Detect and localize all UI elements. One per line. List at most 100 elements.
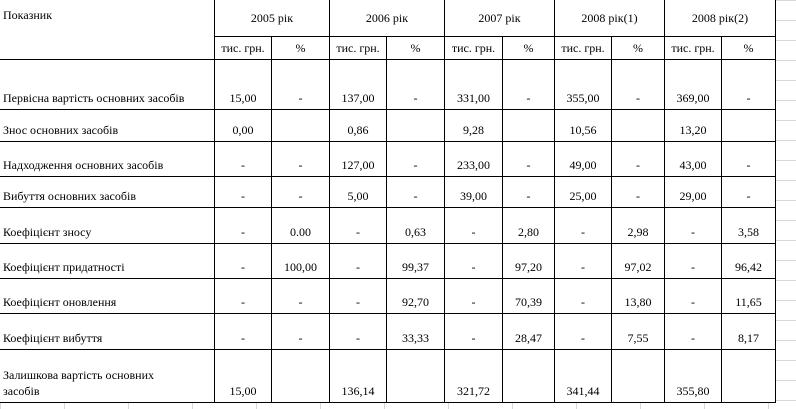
value-cell: 341,44: [555, 350, 612, 403]
value-cell: 3,58: [722, 208, 776, 244]
unit-header: %: [612, 37, 665, 60]
value-cell: -: [330, 314, 387, 350]
value-cell: 0,63: [387, 208, 445, 244]
row-label: Коефіцієнт зносу: [0, 208, 215, 244]
row-label: Коефіцієнт придатності: [0, 244, 215, 279]
value-cell: 28,47: [503, 314, 555, 350]
value-cell: -: [665, 279, 722, 314]
value-cell: 92,70: [387, 279, 445, 314]
value-cell: 99,37: [387, 244, 445, 279]
value-cell: 331,00: [445, 60, 503, 110]
header-cell: Показник: [0, 0, 215, 60]
value-cell: [387, 350, 445, 403]
value-cell: 233,00: [445, 142, 503, 177]
value-cell: -: [555, 244, 612, 279]
value-cell: [503, 350, 555, 403]
value-cell: -: [215, 279, 272, 314]
value-cell: [387, 110, 445, 142]
value-cell: -: [215, 314, 272, 350]
value-cell: -: [445, 279, 503, 314]
value-cell: -: [330, 244, 387, 279]
row-label: Залишкова вартість основних засобів: [0, 350, 215, 403]
value-cell: -: [215, 244, 272, 279]
value-cell: 137,00: [330, 60, 387, 110]
value-cell: [612, 110, 665, 142]
unit-header: тис. грн.: [445, 37, 503, 60]
value-cell: 136,14: [330, 350, 387, 403]
value-cell: 97,02: [612, 244, 665, 279]
value-cell: [612, 350, 665, 403]
table: Показник 2005 рік 2006 рік 2007 рік 2008 рік…: [0, 0, 776, 403]
value-cell: -: [445, 244, 503, 279]
value-cell: -: [272, 177, 330, 208]
value-cell: -: [272, 279, 330, 314]
value-cell: -: [445, 208, 503, 244]
value-cell: 8,17: [722, 314, 776, 350]
value-cell: 13,80: [612, 279, 665, 314]
unit-header: тис. грн.: [215, 37, 272, 60]
value-cell: 43,00: [665, 142, 722, 177]
year-header: 2006 рік: [330, 0, 445, 37]
value-cell: 11,65: [722, 279, 776, 314]
value-cell: -: [387, 177, 445, 208]
value-cell: 369,00: [665, 60, 722, 110]
value-cell: 9,28: [445, 110, 503, 142]
value-cell: 15,00: [215, 60, 272, 110]
value-cell: 355,00: [555, 60, 612, 110]
value-cell: [722, 110, 776, 142]
value-cell: -: [722, 177, 776, 208]
value-cell: 15,00: [215, 350, 272, 403]
value-cell: -: [215, 142, 272, 177]
value-cell: -: [272, 60, 330, 110]
value-cell: 29,00: [665, 177, 722, 208]
value-cell: 33,33: [387, 314, 445, 350]
value-cell: [272, 110, 330, 142]
value-cell: [503, 110, 555, 142]
value-cell: 13,20: [665, 110, 722, 142]
value-cell: 321,72: [445, 350, 503, 403]
value-cell: -: [612, 142, 665, 177]
value-cell: -: [503, 60, 555, 110]
value-cell: -: [722, 142, 776, 177]
value-cell: -: [215, 208, 272, 244]
value-cell: -: [503, 177, 555, 208]
row-label: Коефіцієнт оновлення: [0, 279, 215, 314]
row-label: Коефіцієнт вибуття: [0, 314, 215, 350]
value-cell: 70,39: [503, 279, 555, 314]
unit-header: %: [272, 37, 330, 60]
row-label: Надходження основних засобів: [0, 142, 215, 177]
value-cell: -: [665, 314, 722, 350]
value-cell: 7,55: [612, 314, 665, 350]
value-cell: 10,56: [555, 110, 612, 142]
value-cell: [722, 350, 776, 403]
value-cell: -: [215, 177, 272, 208]
unit-header: тис. грн.: [665, 37, 722, 60]
value-cell: 5,00: [330, 177, 387, 208]
value-cell: -: [555, 208, 612, 244]
value-cell: 100,00: [272, 244, 330, 279]
value-cell: -: [612, 60, 665, 110]
value-cell: -: [722, 60, 776, 110]
value-cell: -: [665, 208, 722, 244]
value-cell: -: [330, 208, 387, 244]
value-cell: 2,98: [612, 208, 665, 244]
value-cell: 127,00: [330, 142, 387, 177]
value-cell: 49,00: [555, 142, 612, 177]
value-cell: [272, 350, 330, 403]
value-cell: -: [612, 177, 665, 208]
value-cell: -: [272, 142, 330, 177]
unit-header: %: [722, 37, 776, 60]
unit-header: тис. грн.: [330, 37, 387, 60]
value-cell: -: [387, 60, 445, 110]
year-header: 2008 рік(1): [555, 0, 665, 37]
value-cell: -: [445, 314, 503, 350]
year-header: 2007 рік: [445, 0, 555, 37]
year-header: 2008 рік(2): [665, 0, 776, 37]
value-cell: -: [555, 279, 612, 314]
year-header: 2005 рік: [215, 0, 330, 37]
row-label: Знос основних засобів: [0, 110, 215, 142]
value-cell: 96,42: [722, 244, 776, 279]
value-cell: 0,00: [215, 110, 272, 142]
value-cell: 2,80: [503, 208, 555, 244]
